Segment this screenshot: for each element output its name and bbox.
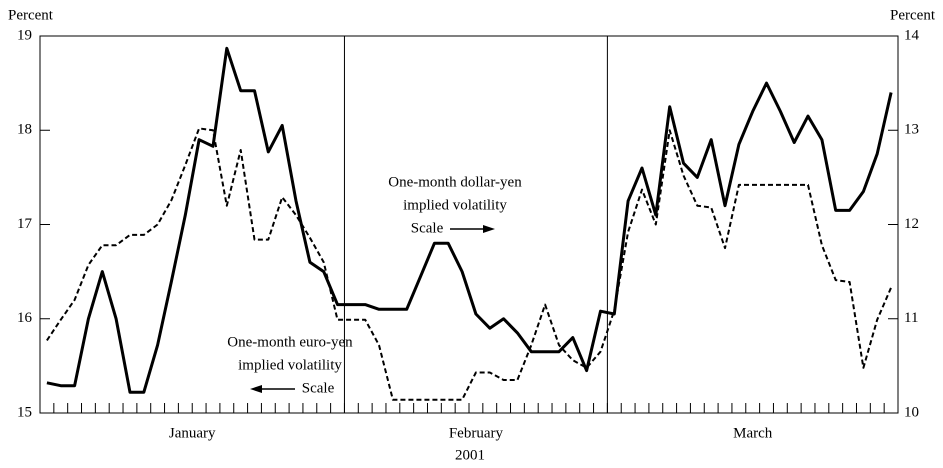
- y-tick-label: 19: [17, 27, 32, 43]
- y-tick-label: 18: [17, 122, 32, 138]
- series-line: [46, 46, 893, 394]
- annotation-arrowhead: [250, 385, 262, 393]
- y-tick-label: 17: [17, 216, 33, 232]
- annotation-arrowhead: [483, 225, 495, 233]
- y2-axis-label: Percent: [890, 7, 936, 23]
- month-label: January: [169, 425, 216, 441]
- y-axis-label: Percent: [8, 7, 54, 23]
- annotation: Scale: [411, 220, 444, 236]
- y2-tick-label: 11: [904, 310, 918, 326]
- y-tick-label: 16: [17, 310, 33, 326]
- annotation: One-month euro-yen: [227, 334, 353, 350]
- annotation: implied volatility: [238, 357, 342, 373]
- plot-frame: [39, 35, 899, 414]
- y2-tick-label: 13: [904, 122, 919, 138]
- y2-tick-label: 10: [904, 404, 919, 420]
- month-label: February: [449, 425, 504, 441]
- x-axis-label: 2001: [455, 447, 485, 463]
- annotation: Scale: [302, 380, 335, 396]
- annotation: implied volatility: [403, 197, 507, 213]
- y2-tick-label: 12: [904, 216, 919, 232]
- y-tick-label: 15: [17, 404, 32, 420]
- y2-tick-label: 14: [904, 27, 920, 43]
- annotation: One-month dollar-yen: [388, 174, 522, 190]
- month-label: March: [733, 425, 773, 441]
- series-line: [46, 127, 893, 401]
